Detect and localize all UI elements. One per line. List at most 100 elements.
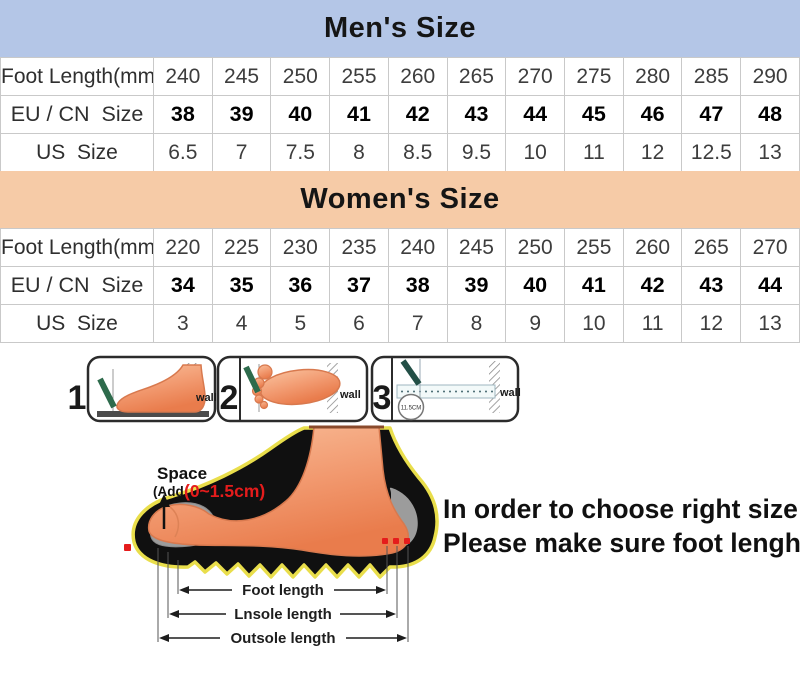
- size-cell: 38: [387, 266, 448, 305]
- table-row-foot-length: Foot Length(mm) 240 245 250 255 260 265 …: [0, 57, 800, 96]
- step2-panel: 2 wall: [216, 355, 369, 423]
- size-cell: 8: [329, 133, 389, 172]
- size-cell: 12: [622, 133, 683, 172]
- size-cell: 220: [153, 228, 213, 267]
- wall-label: wall: [195, 392, 217, 404]
- size-cell: 34: [153, 266, 213, 305]
- size-cell: 38: [153, 95, 213, 134]
- size-cell: 250: [270, 57, 331, 96]
- size-cell: 42: [622, 266, 683, 305]
- size-cell: 230: [270, 228, 331, 267]
- pencil-icon: [400, 359, 422, 386]
- table-row-us: US Size 3 4 5 6 7 8 9 10 11 12 13: [0, 304, 800, 343]
- size-cell: 41: [564, 266, 624, 305]
- wall-label: wall: [339, 389, 361, 401]
- size-cell: 7: [387, 304, 448, 343]
- size-cell: 4: [211, 304, 272, 343]
- size-cell: 7: [211, 133, 272, 172]
- dimension-foot-length: Foot length: [179, 582, 386, 599]
- step3-panel: 3 11.5CM wall: [370, 355, 521, 423]
- ruler-badge-label: 11.5CM: [401, 406, 422, 412]
- heel-marker-dot: [393, 538, 399, 544]
- size-cell: 46: [622, 95, 683, 134]
- row-label: Foot Length(mm): [0, 228, 154, 267]
- size-cell: 10: [564, 304, 624, 343]
- size-cell: 47: [681, 95, 742, 134]
- size-cell: 48: [740, 95, 800, 134]
- toe-line: [169, 506, 180, 538]
- size-cell: 9.5: [446, 133, 507, 172]
- dimension-insole-length: Lnsole length: [169, 606, 396, 623]
- heel-marker-dot: [404, 538, 410, 544]
- floor-bar: [97, 411, 209, 417]
- size-cell: 39: [211, 95, 272, 134]
- size-cell: 37: [329, 266, 389, 305]
- size-advice-note: In order to choose right size Please mak…: [443, 492, 800, 560]
- size-cell: 11: [622, 304, 683, 343]
- space-arrowhead: [158, 494, 170, 507]
- mens-size-table: Foot Length(mm) 240 245 250 255 260 265 …: [0, 57, 800, 172]
- size-cell: 7.5: [270, 133, 331, 172]
- extension-lines: [157, 546, 409, 642]
- foot-length-diagram: Space (Add (0~1.5cm) Foot length Lnsole …: [124, 425, 439, 647]
- size-cell: 39: [446, 266, 507, 305]
- pencil-icon: [97, 377, 117, 409]
- size-cell: 43: [446, 95, 507, 134]
- size-cell: 285: [681, 57, 742, 96]
- size-cell: 265: [446, 57, 507, 96]
- dimension-outsole-length: Outsole length: [159, 630, 407, 647]
- size-cell: 42: [387, 95, 448, 134]
- size-cell: 8.5: [387, 133, 448, 172]
- ruler: [396, 384, 496, 399]
- outsole-length-label: Outsole length: [231, 630, 336, 647]
- size-cell: 290: [740, 57, 800, 96]
- measurement-illustration: 1 wall 2 wall: [68, 355, 521, 647]
- size-cell: 10: [505, 133, 566, 172]
- table-row-eu-cn: EU / CN Size 38 39 40 41 42 43 44 45 46 …: [0, 95, 800, 134]
- ruler-badge: [397, 393, 425, 421]
- size-cell: 280: [622, 57, 683, 96]
- size-cell: 12.5: [681, 133, 742, 172]
- row-label: US Size: [0, 133, 154, 172]
- row-label: Foot Length(mm): [0, 57, 154, 96]
- wall-label: wall: [499, 387, 521, 399]
- pencil-icon: [243, 365, 261, 394]
- size-cell: 44: [505, 95, 566, 134]
- foot-top-illustration: [251, 364, 341, 410]
- size-cell: 270: [740, 228, 800, 267]
- row-label: EU / CN Size: [0, 95, 154, 134]
- size-cell: 5: [270, 304, 331, 343]
- size-cell: 265: [681, 228, 742, 267]
- foot-length-label: Foot length: [242, 582, 324, 599]
- step1-panel: 1 wall: [68, 355, 217, 423]
- size-cell: 8: [446, 304, 507, 343]
- size-cell: 240: [387, 228, 448, 267]
- ruler-ticks: [401, 390, 493, 393]
- size-cell: 41: [329, 95, 389, 134]
- toe-marker-dot: [124, 544, 131, 551]
- row-label: EU / CN Size: [0, 266, 154, 305]
- space-value: (0~1.5cm): [184, 481, 265, 501]
- size-cell: 45: [564, 95, 624, 134]
- table-row-us: US Size 6.5 7 7.5 8 8.5 9.5 10 11 12 12.…: [0, 133, 800, 172]
- size-cell: 6.5: [153, 133, 213, 172]
- size-cell: 270: [505, 57, 566, 96]
- foot-side-illustration: [116, 364, 206, 413]
- size-cell: 11: [564, 133, 624, 172]
- size-cell: 255: [329, 57, 389, 96]
- womens-size-header: Women's Size: [0, 171, 800, 228]
- size-cell: 240: [153, 57, 213, 96]
- step2-number: 2: [220, 379, 239, 417]
- size-cell: 36: [270, 266, 331, 305]
- table-row-foot-length: Foot Length(mm) 220 225 230 235 240 245 …: [0, 228, 800, 267]
- size-cell: 35: [211, 266, 272, 305]
- mens-size-header: Men's Size: [0, 0, 800, 57]
- size-cell: 235: [329, 228, 389, 267]
- size-cell: 9: [505, 304, 566, 343]
- insole-length-label: Lnsole length: [234, 606, 332, 623]
- size-cell: 6: [329, 304, 389, 343]
- size-cell: 40: [270, 95, 331, 134]
- step3-number: 3: [373, 379, 392, 417]
- table-row-eu-cn: EU / CN Size 34 35 36 37 38 39 40 41 42 …: [0, 266, 800, 305]
